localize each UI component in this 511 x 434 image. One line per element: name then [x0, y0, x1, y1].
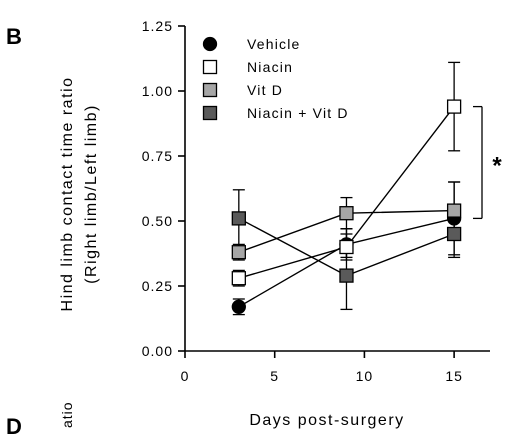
y-axis-label-line1: Hind limb contact time ratio — [59, 77, 76, 312]
x-tick-label: 15 — [445, 368, 463, 384]
legend-label: Vehicle — [247, 36, 301, 52]
series-1-markers — [231, 99, 462, 286]
data-point — [231, 245, 246, 260]
y-tick-label: 0.50 — [142, 213, 173, 229]
legend-label: Vit D — [247, 82, 283, 98]
legend-marker — [202, 82, 218, 98]
x-tick-label: 0 — [181, 368, 190, 384]
x-tick-label: 10 — [356, 368, 374, 384]
data-point — [339, 206, 354, 221]
y-tick-label: 0.00 — [142, 343, 173, 359]
significance-bracket: * — [473, 105, 502, 220]
data-point — [231, 299, 246, 314]
y-tick-label: 1.00 — [142, 83, 173, 99]
data-point — [339, 239, 354, 255]
y-tick-label: 1.25 — [142, 18, 173, 34]
y-ticks: 0.00 0.25 0.50 0.75 1.00 1.25 — [142, 18, 185, 359]
legend-label: Niacin — [247, 59, 293, 75]
significance-star: * — [492, 153, 502, 180]
legend-marker — [202, 59, 218, 75]
series-3-markers — [231, 211, 462, 283]
series-layer — [231, 61, 462, 316]
next-panel-ylabel-fragment: atio — [59, 401, 75, 428]
legend-label: Niacin + Vit D — [247, 105, 349, 121]
data-point — [446, 226, 462, 242]
y-axis-label-line2: (Right limb/Left limb) — [83, 104, 100, 284]
data-point — [231, 211, 246, 226]
data-point — [446, 203, 462, 218]
x-ticks: 0 5 10 15 — [181, 351, 463, 384]
legend: Vehicle Niacin Vit D Niacin + Vit D — [202, 36, 349, 121]
data-point — [339, 268, 354, 283]
y-tick-label: 0.25 — [142, 278, 173, 294]
next-panel-label: D — [6, 414, 22, 434]
legend-marker — [202, 36, 218, 52]
panel-label: B — [6, 24, 22, 49]
series-2-markers — [231, 203, 462, 260]
x-tick-label: 5 — [270, 368, 279, 384]
x-axis-label: Days post-surgery — [249, 412, 404, 429]
data-point — [231, 271, 246, 286]
y-tick-label: 0.75 — [142, 148, 173, 164]
axes — [184, 26, 490, 352]
legend-marker — [202, 105, 218, 121]
data-point — [446, 99, 462, 114]
